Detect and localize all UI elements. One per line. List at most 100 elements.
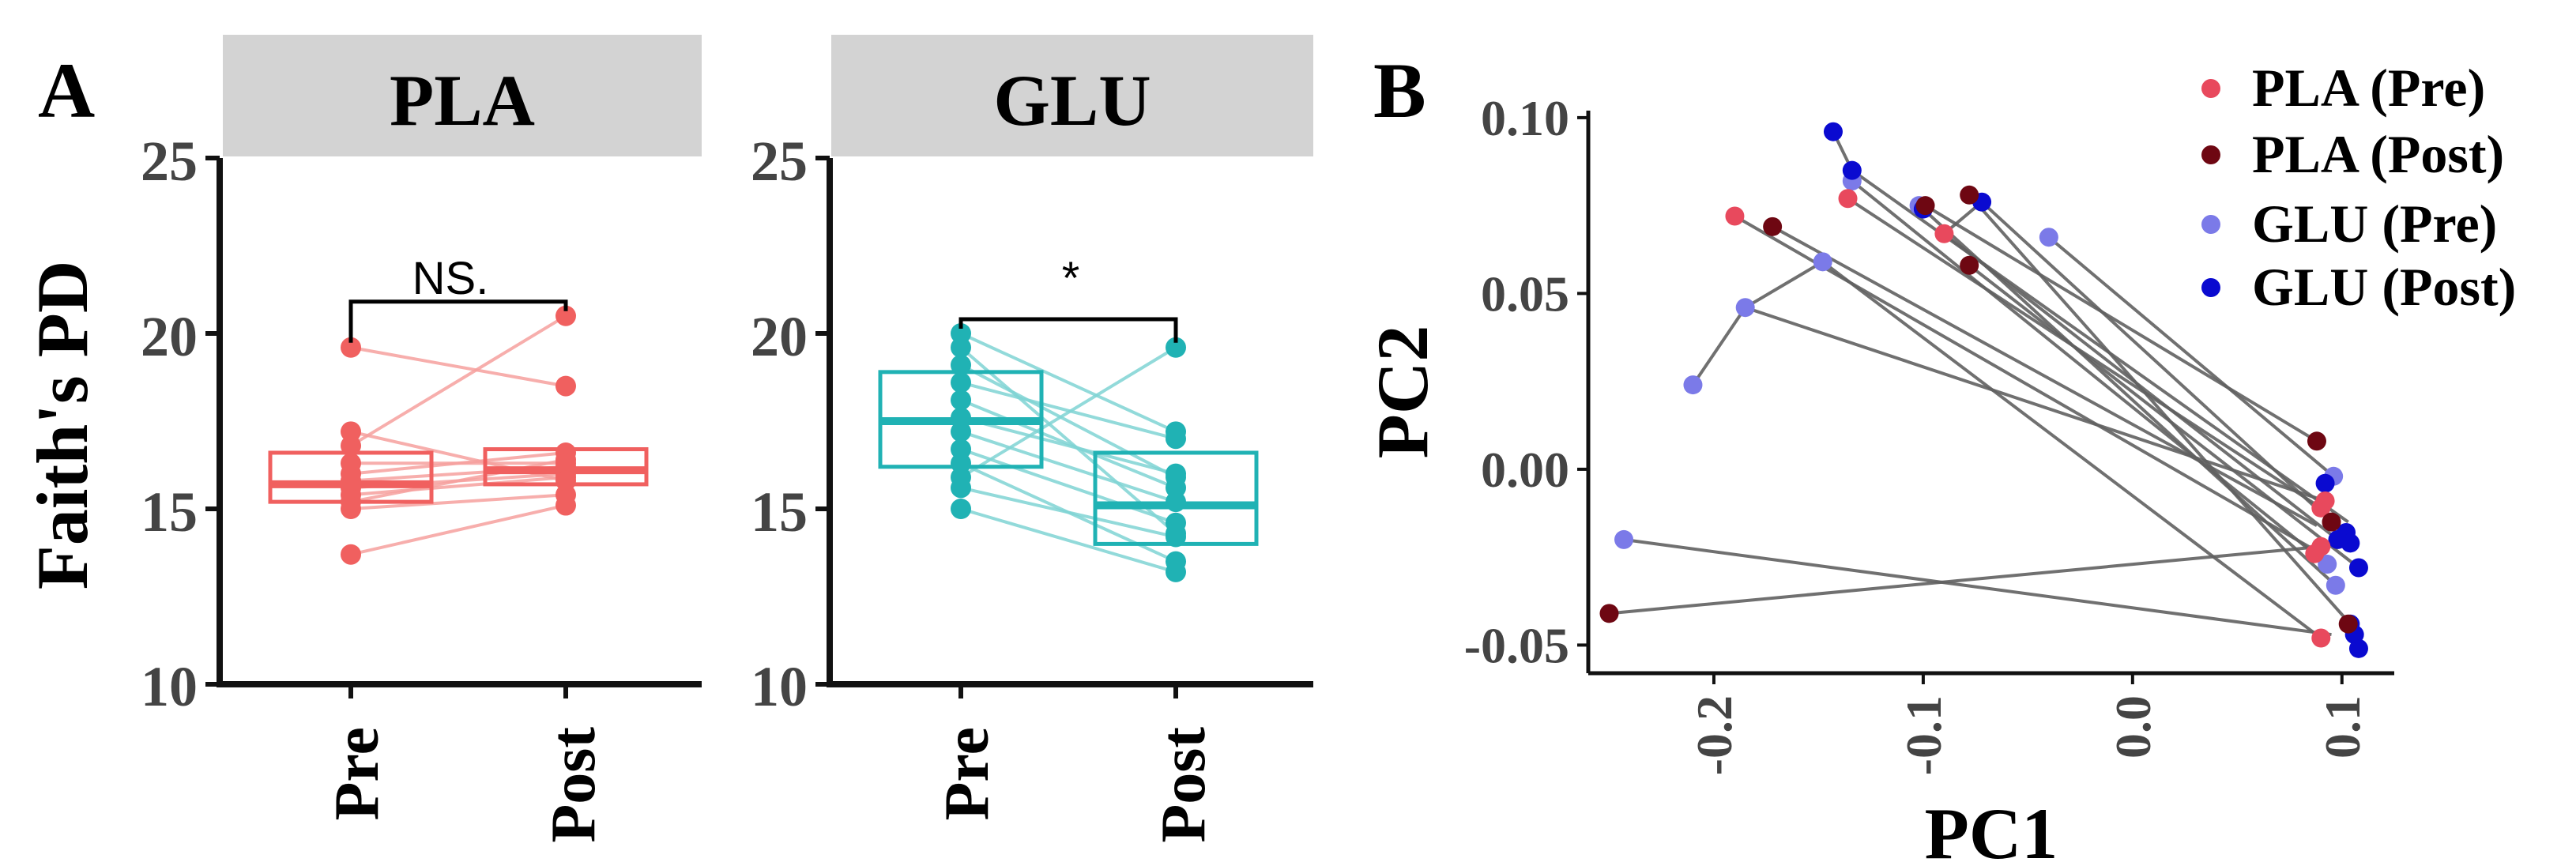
panel-b-label: B bbox=[1373, 47, 1426, 134]
x-tick-label: -0.1 bbox=[1896, 695, 1952, 775]
paired-segment bbox=[1609, 544, 2322, 616]
y-tick-label: -0.05 bbox=[1464, 617, 1569, 673]
y-tick-label: 15 bbox=[751, 480, 808, 544]
data-point-pre bbox=[951, 390, 971, 411]
legend-item-pla-pre: PLA (Pre) bbox=[2201, 58, 2485, 118]
data-point-pre bbox=[341, 421, 361, 442]
pca-point-glu-pre bbox=[2326, 575, 2345, 595]
y-tick-label: 15 bbox=[141, 480, 198, 544]
significance-label: * bbox=[1062, 253, 1080, 304]
legend-swatch bbox=[2201, 79, 2220, 98]
y-tick-label: 0.05 bbox=[1481, 265, 1569, 322]
pc2-axis-label: PC2 bbox=[1362, 326, 1443, 459]
data-point-pre bbox=[951, 421, 971, 442]
significance-bracket bbox=[348, 299, 568, 343]
paired-line bbox=[960, 381, 1177, 441]
pca-point-pla-pre bbox=[1725, 206, 1745, 226]
pca-point-glu-pre bbox=[2318, 555, 2337, 574]
paired-segment bbox=[1745, 306, 2326, 503]
paired-segment bbox=[1623, 537, 2332, 637]
data-point-pre bbox=[951, 439, 971, 460]
data-point-pre bbox=[341, 337, 361, 358]
y-tick-label: 10 bbox=[141, 655, 198, 718]
y-tick-label: 0.10 bbox=[1481, 90, 1569, 146]
pca-point-pla-post bbox=[1960, 185, 1979, 205]
data-point-pre bbox=[341, 544, 361, 565]
data-point-post bbox=[555, 484, 576, 506]
data-point-post bbox=[555, 375, 576, 397]
legend-label: GLU (Post) bbox=[2252, 257, 2516, 317]
paired-line bbox=[960, 447, 1177, 525]
pca-point-pla-post bbox=[1599, 604, 1619, 623]
panel-b: B PC2 PC1 0.100.050.00-0.05-0.2 -0.1 0.0 0.… bbox=[1362, 47, 2516, 866]
significance-label: NS. bbox=[412, 253, 489, 304]
significance-bracket bbox=[958, 317, 1178, 343]
data-point-pre bbox=[341, 435, 361, 457]
pca-point-pla-pre bbox=[1934, 224, 1954, 243]
x-tick-label-post: Post bbox=[539, 727, 608, 843]
paired-segment bbox=[1744, 260, 1824, 309]
paired-segment bbox=[1968, 264, 2360, 570]
data-point-post bbox=[1166, 551, 1186, 572]
y-axis-ticks: 25 20 15 10 bbox=[141, 130, 198, 718]
pc1-axis-label: PC1 bbox=[1925, 793, 2058, 866]
data-point-post bbox=[555, 453, 576, 474]
paired-segment bbox=[1851, 179, 2329, 566]
paired-line bbox=[349, 314, 567, 447]
data-point-pre bbox=[341, 453, 361, 474]
legend-item-pla-post: PLA (Post) bbox=[2201, 124, 2504, 184]
paired-line bbox=[350, 476, 567, 497]
data-point-post bbox=[1166, 523, 1186, 544]
pca-point-pla-pre bbox=[2311, 628, 2331, 648]
y-tick-label: 10 bbox=[751, 655, 808, 718]
x-tick-label-post: Post bbox=[1149, 727, 1218, 843]
facet-marks bbox=[205, 156, 702, 698]
pca-point-glu-post bbox=[2348, 638, 2368, 658]
pca-point-pla-post bbox=[1763, 216, 1783, 236]
paired-segment bbox=[1924, 204, 2318, 443]
data-point-pre bbox=[951, 453, 971, 474]
paired-line bbox=[350, 503, 567, 556]
data-point-post bbox=[1166, 337, 1186, 358]
data-point-pre bbox=[951, 407, 971, 428]
paired-line bbox=[959, 346, 1177, 479]
data-point-pre bbox=[951, 467, 971, 488]
data-point-post bbox=[1166, 467, 1186, 488]
x-tick-label-pre: Pre bbox=[322, 727, 392, 820]
pca-point-glu-pre bbox=[1735, 298, 1755, 318]
y-tick-label: 25 bbox=[751, 130, 808, 193]
y-axis-ticks: 25 20 15 10 bbox=[751, 130, 808, 718]
pca-points bbox=[1599, 122, 2368, 658]
legend: PLA (Pre) PLA (Post) GLU (Pre) GLU (Post… bbox=[2201, 58, 2516, 317]
data-point-pre bbox=[951, 372, 971, 393]
paired-segment bbox=[1734, 214, 2322, 555]
pca-point-pla-post bbox=[1960, 255, 1979, 275]
paired-line bbox=[350, 493, 567, 510]
legend-item-glu-pre: GLU (Pre) bbox=[2201, 194, 2497, 254]
pca-point-glu-post bbox=[1823, 122, 1843, 141]
legend-swatch bbox=[2201, 215, 2220, 234]
y-tick-label: 20 bbox=[141, 305, 198, 368]
pca-point-glu-pre bbox=[2039, 228, 2058, 247]
pca-point-glu-post bbox=[2341, 533, 2360, 553]
pca-point-pla-post bbox=[2338, 614, 2358, 634]
paired-line bbox=[960, 363, 1177, 479]
paired-line bbox=[350, 345, 567, 388]
data-point-post bbox=[555, 305, 576, 326]
paired-segment bbox=[1968, 194, 2352, 626]
data-point-post bbox=[555, 470, 576, 491]
legend-swatch bbox=[2201, 278, 2220, 297]
pca-point-pla-post bbox=[1915, 196, 1935, 216]
panel-a: A Faith's PD PLA 25 20 15 10 Pre Post NS… bbox=[22, 35, 1313, 843]
legend-label: PLA (Pre) bbox=[2252, 58, 2485, 118]
x-tick-label-pre: Pre bbox=[932, 727, 1002, 820]
pca-point-glu-pre bbox=[1683, 375, 1703, 395]
pca-point-pla-pre bbox=[1838, 189, 1858, 209]
facet-strip bbox=[223, 35, 702, 156]
paired-segment bbox=[1691, 307, 1747, 386]
facet-glu: GLU 25 20 15 10 Pre Post * bbox=[751, 35, 1313, 843]
legend-label: PLA (Post) bbox=[2252, 124, 2504, 184]
facet-title: PLA bbox=[390, 60, 535, 141]
data-point-pre bbox=[951, 499, 971, 519]
